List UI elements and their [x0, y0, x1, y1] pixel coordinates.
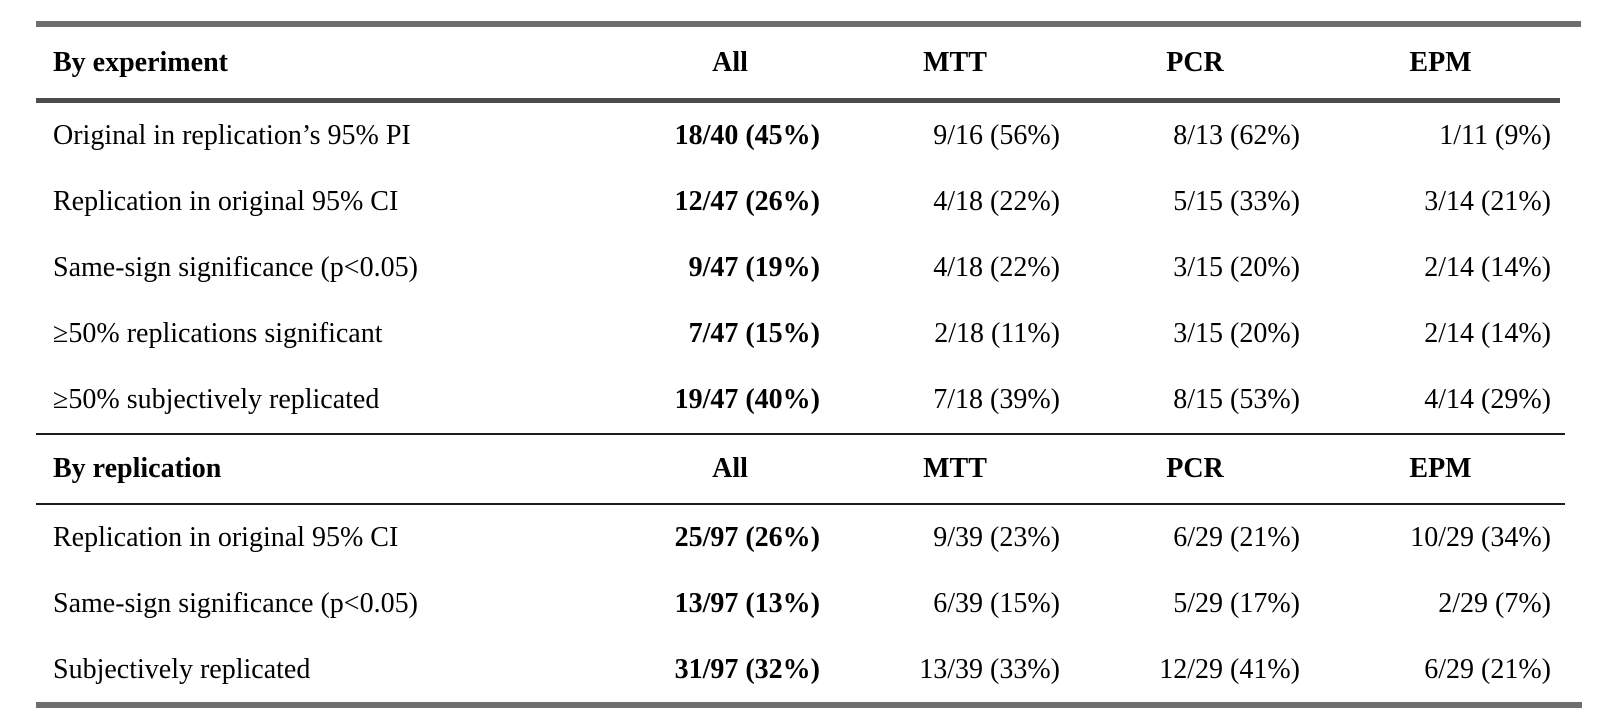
row-label: Original in replication’s 95% PI: [53, 120, 411, 151]
row-label: ≥50% replications significant: [53, 318, 383, 349]
cell-all: 12/47 (26%): [674, 186, 820, 217]
column-header-all: All: [712, 46, 748, 78]
cell-pcr: 6/29 (21%): [1173, 522, 1300, 553]
row-label: Replication in original 95% CI: [53, 522, 399, 553]
cell-mtt: 13/39 (33%): [919, 653, 1060, 685]
section-header-by-replication: By replication: [53, 453, 222, 484]
column-header-pcr: PCR: [1166, 46, 1224, 78]
section-header-by-experiment: By experiment: [53, 46, 228, 78]
row-label: Same-sign significance (p<0.05): [53, 588, 418, 619]
cell-mtt: 2/18 (11%): [934, 318, 1060, 349]
cell-pcr: 8/15 (53%): [1173, 384, 1300, 415]
column-header-pcr: PCR: [1166, 453, 1224, 484]
section-1-rows: Original in replication’s 95% PI 18/40 (…: [36, 103, 1581, 433]
cell-epm: 10/29 (34%): [1410, 522, 1551, 553]
column-header-mtt: MTT: [923, 46, 987, 78]
header-rule: [36, 98, 1560, 103]
cell-pcr: 8/13 (62%): [1173, 120, 1300, 151]
table-row: Same-sign significance (p<0.05) 13/97 (1…: [36, 571, 1581, 637]
cell-all: 25/97 (26%): [674, 522, 820, 553]
cell-pcr: 5/15 (33%): [1173, 186, 1300, 217]
cell-epm: 6/29 (21%): [1424, 653, 1551, 685]
cell-mtt: 9/16 (56%): [933, 120, 1060, 151]
cell-all: 18/40 (45%): [674, 120, 820, 151]
cell-all: 19/47 (40%): [674, 384, 820, 415]
cell-epm: 3/14 (21%): [1424, 186, 1551, 217]
row-label: Replication in original 95% CI: [53, 186, 399, 217]
column-header-epm: EPM: [1409, 46, 1472, 78]
section-divider-line: [36, 433, 1565, 435]
row-label: Same-sign significance (p<0.05): [53, 252, 418, 283]
cell-mtt: 9/39 (23%): [933, 522, 1060, 553]
cell-epm: 2/14 (14%): [1424, 252, 1551, 283]
table-row: ≥50% subjectively replicated 19/47 (40%)…: [36, 367, 1581, 433]
section-2-header-row: By replication All MTT PCR EPM: [36, 435, 1581, 503]
cell-all: 7/47 (15%): [688, 318, 820, 349]
table-row: Same-sign significance (p<0.05) 9/47 (19…: [36, 235, 1581, 301]
table-row: Replication in original 95% CI 12/47 (26…: [36, 169, 1581, 235]
column-header-all: All: [712, 453, 748, 484]
cell-pcr: 12/29 (41%): [1159, 653, 1300, 685]
cell-all: 31/97 (32%): [674, 653, 820, 685]
cell-mtt: 4/18 (22%): [933, 252, 1060, 283]
cell-mtt: 7/18 (39%): [933, 384, 1060, 415]
cell-all: 9/47 (19%): [688, 252, 820, 283]
table-top-border: [36, 21, 1581, 27]
cell-pcr: 5/29 (17%): [1173, 588, 1300, 619]
table-row: Replication in original 95% CI 25/97 (26…: [36, 505, 1581, 571]
cell-all: 13/97 (13%): [674, 588, 820, 619]
cell-epm: 2/14 (14%): [1424, 318, 1551, 349]
table-row: ≥50% replications significant 7/47 (15%)…: [36, 301, 1581, 367]
table-row: Original in replication’s 95% PI 18/40 (…: [36, 103, 1581, 169]
cell-epm: 4/14 (29%): [1424, 384, 1551, 415]
cell-mtt: 6/39 (15%): [933, 588, 1060, 619]
table-row: Subjectively replicated 31/97 (32%) 13/3…: [36, 637, 1581, 702]
cell-pcr: 3/15 (20%): [1173, 252, 1300, 283]
cell-pcr: 3/15 (20%): [1173, 318, 1300, 349]
column-header-epm: EPM: [1409, 453, 1472, 484]
cell-epm: 1/11 (9%): [1439, 120, 1551, 151]
cell-mtt: 4/18 (22%): [933, 186, 1060, 217]
section-2-rows: Replication in original 95% CI 25/97 (26…: [36, 505, 1581, 702]
section-1-header-row: By experiment All MTT PCR EPM: [36, 27, 1581, 98]
table-bottom-border: [36, 702, 1582, 708]
row-label: Subjectively replicated: [53, 653, 311, 685]
cell-epm: 2/29 (7%): [1438, 588, 1551, 619]
column-header-mtt: MTT: [923, 453, 987, 484]
row-label: ≥50% subjectively replicated: [53, 384, 380, 415]
second-header-rule: [36, 503, 1565, 505]
